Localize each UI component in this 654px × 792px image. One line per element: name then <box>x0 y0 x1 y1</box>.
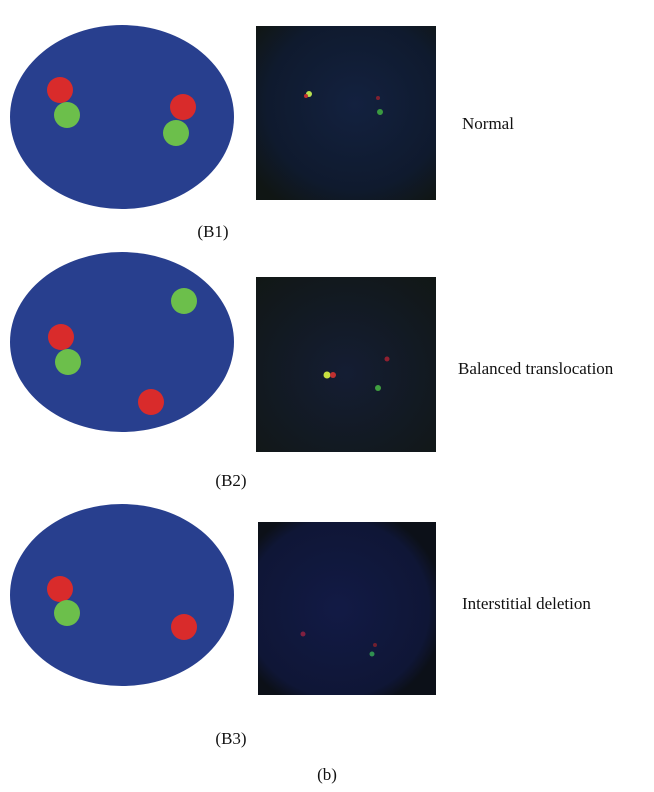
panel-caption: Normal <box>462 114 514 133</box>
figure: Normal (B1) Balanced translocation (B2) … <box>0 0 654 792</box>
panel-label: (B2) <box>215 471 246 490</box>
panel-label: (B3) <box>215 729 246 748</box>
fish-signal <box>376 96 380 100</box>
green-signal <box>55 349 81 375</box>
fish-signal <box>375 385 381 391</box>
green-signal <box>163 120 189 146</box>
green-signal <box>54 102 80 128</box>
fish-image <box>258 522 436 695</box>
red-signal <box>48 324 74 350</box>
cell-schematic <box>10 252 234 432</box>
panel-b3: Interstitial deletion (B3) <box>10 504 591 748</box>
red-signal <box>170 94 196 120</box>
green-signal <box>54 600 80 626</box>
panel-label: (B1) <box>197 222 228 241</box>
red-signal <box>47 576 73 602</box>
red-signal <box>47 77 73 103</box>
red-signal <box>138 389 164 415</box>
fish-image <box>256 26 436 200</box>
cell-schematic <box>10 25 234 209</box>
fish-signal <box>301 632 306 637</box>
fish-image <box>256 277 436 452</box>
fish-signal <box>330 372 336 378</box>
fish-signal <box>370 652 375 657</box>
page: {"panels": [ {"label": "(B1)", "caption"… <box>0 0 654 792</box>
panel-b1: Normal (B1) <box>10 25 514 241</box>
green-signal <box>171 288 197 314</box>
panel-b2: Balanced translocation (B2) <box>10 252 614 490</box>
cell-schematic <box>10 504 234 686</box>
fish-signal <box>324 372 331 379</box>
red-signal <box>171 614 197 640</box>
panel-caption: Balanced translocation <box>458 359 614 378</box>
panel-caption: Interstitial deletion <box>462 594 591 613</box>
fish-signal <box>385 357 390 362</box>
fish-signal <box>373 643 377 647</box>
fish-signal <box>377 109 383 115</box>
fish-signal <box>304 94 308 98</box>
figure-label: (b) <box>317 765 337 784</box>
